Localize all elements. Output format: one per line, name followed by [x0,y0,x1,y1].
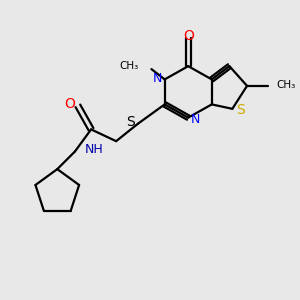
Text: N: N [153,72,162,85]
Text: CH₃: CH₃ [276,80,295,90]
Text: NH: NH [85,142,104,156]
Text: S: S [127,115,135,129]
Text: CH₃: CH₃ [119,61,138,71]
Text: S: S [236,103,244,117]
Text: O: O [183,29,194,43]
Text: N: N [190,113,200,126]
Text: O: O [64,97,75,110]
